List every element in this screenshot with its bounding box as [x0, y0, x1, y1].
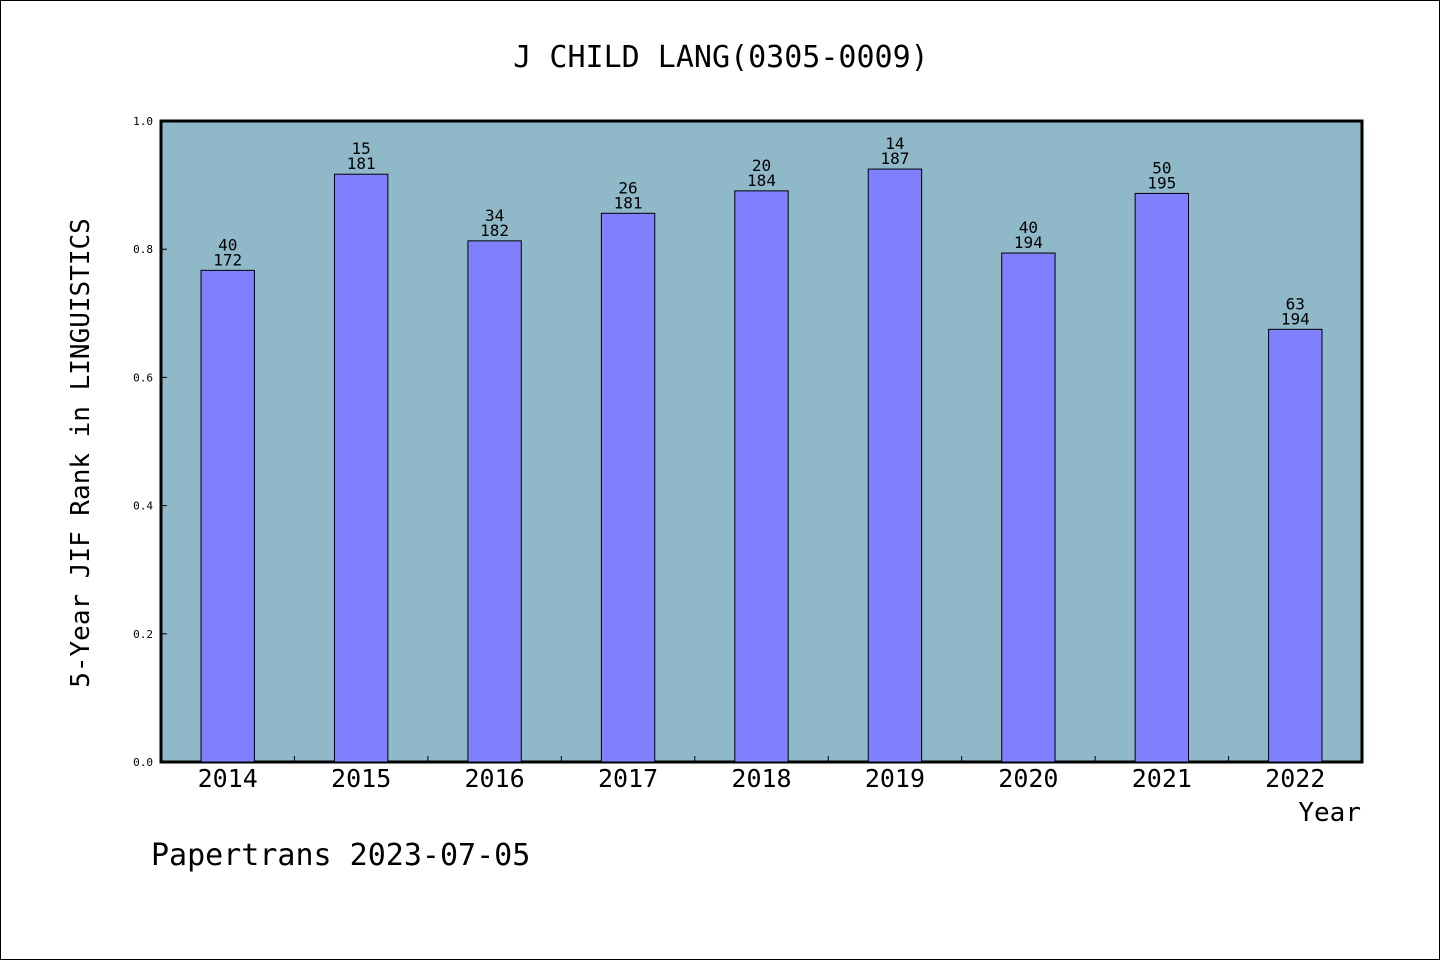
bar-2017	[600, 212, 656, 763]
bar-2021	[1134, 192, 1190, 763]
bar-label-total: 182	[480, 221, 509, 240]
bar-2015	[333, 173, 389, 763]
bar-label-rank: 40	[1019, 218, 1038, 237]
bar-label-total: 194	[1014, 233, 1043, 252]
y-tick-label: 0.0	[133, 756, 153, 769]
chart-title: J CHILD LANG(0305-0009)	[513, 40, 928, 75]
x-tick-label: 2018	[731, 764, 791, 793]
bar-2018	[734, 190, 789, 763]
bar-label-rank: 63	[1286, 294, 1305, 313]
x-tick-label: 2014	[198, 764, 258, 793]
y-tick-label: 0.6	[133, 371, 153, 384]
bars-group: 4017215181341822618120184141874019450195…	[200, 134, 1323, 763]
bar-label-rank: 40	[218, 235, 237, 254]
x-tick-label: 2020	[998, 764, 1058, 793]
bar-label-rank: 15	[352, 139, 371, 158]
x-tick-label: 2022	[1265, 764, 1325, 793]
bar-label-total: 187	[880, 149, 909, 168]
y-axis-label: 5-Year JIF Rank in LINGUISTICS	[66, 218, 96, 688]
bar-label-total: 184	[747, 171, 776, 190]
bar-label-rank: 34	[485, 206, 504, 225]
bar-2020	[1001, 252, 1056, 763]
x-ticks-group: 2014 2015 2016 2017 2018 2019 2020 2021 2022	[198, 756, 1325, 793]
bar-2016	[467, 240, 522, 763]
bar-label-rank: 14	[885, 134, 904, 153]
bar-label-rank: 26	[618, 178, 637, 197]
footer-text: Papertrans 2023-07-05	[151, 838, 530, 873]
y-tick-label: 0.2	[133, 628, 153, 641]
y-tick-label: 0.4	[133, 500, 153, 513]
x-tick-label: 2019	[865, 764, 925, 793]
x-tick-label: 2021	[1132, 764, 1192, 793]
bar-2014	[200, 269, 255, 763]
x-tick-label: 2016	[465, 764, 525, 793]
y-tick-label: 0.8	[133, 243, 153, 256]
bar-label-rank: 50	[1152, 158, 1171, 177]
x-tick-label: 2015	[331, 764, 391, 793]
bar-label-total: 194	[1281, 309, 1310, 328]
bar-label-rank: 20	[752, 156, 771, 175]
bar-2022	[1268, 328, 1323, 763]
bar-label-total: 195	[1147, 173, 1176, 192]
bar-label-total: 181	[614, 193, 643, 212]
bar-2019	[867, 168, 923, 763]
y-tick-label: 1.0	[133, 115, 153, 128]
y-ticks-group: 0.0 0.2 0.4 0.6 0.8 1.0	[133, 115, 167, 769]
x-tick-label: 2017	[598, 764, 658, 793]
bar-label-total: 172	[213, 250, 242, 269]
x-axis-label: Year	[1298, 798, 1361, 828]
bar-label-total: 181	[347, 154, 376, 173]
